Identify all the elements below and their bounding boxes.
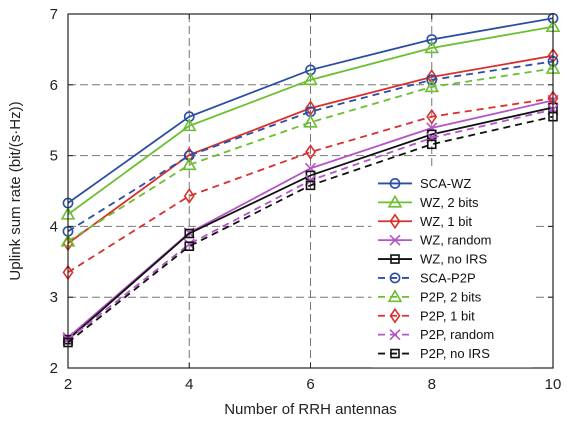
data-point bbox=[305, 180, 316, 191]
y-tick-label: 6 bbox=[50, 77, 58, 94]
data-point bbox=[424, 79, 440, 93]
x-tick-label: 8 bbox=[428, 376, 436, 393]
legend-label: P2P, random bbox=[420, 327, 494, 342]
legend-marker bbox=[389, 178, 401, 189]
legend-label: P2P, 2 bits bbox=[420, 289, 482, 304]
x-tick-label: 4 bbox=[185, 376, 193, 393]
data-point bbox=[181, 118, 197, 132]
legend-marker bbox=[387, 289, 403, 303]
x-axis-label: Number of RRH antennas bbox=[224, 401, 397, 418]
series-line bbox=[67, 60, 554, 233]
y-tick-label: 7 bbox=[50, 6, 58, 23]
data-point bbox=[426, 69, 438, 85]
legend-label: P2P, 1 bit bbox=[420, 308, 475, 323]
plot-series bbox=[60, 12, 561, 348]
legend-marker bbox=[389, 213, 401, 230]
legend-entry: P2P, random bbox=[378, 327, 494, 342]
legend-label: WZ, 2 bits bbox=[420, 195, 479, 210]
legend-entry: SCA-P2P bbox=[378, 270, 476, 285]
axis-ticks: 2 4 6 8 10 2 3 4 5 6 7 bbox=[50, 6, 562, 393]
legend-marker bbox=[389, 234, 401, 246]
data-point bbox=[426, 74, 438, 86]
legend-label: SCA-P2P bbox=[420, 270, 476, 285]
legend-entry: SCA-WZ bbox=[378, 176, 471, 191]
series-line bbox=[67, 17, 554, 204]
data-point bbox=[305, 100, 316, 117]
legend-marker bbox=[390, 254, 400, 264]
data-point bbox=[426, 139, 437, 150]
x-tick-label: 10 bbox=[545, 376, 562, 393]
data-point bbox=[303, 72, 318, 86]
series-7 bbox=[62, 90, 559, 281]
series-line bbox=[67, 106, 554, 341]
legend-entry: P2P, 1 bit bbox=[378, 307, 475, 324]
series-line bbox=[67, 25, 554, 216]
legend-entry: WZ, random bbox=[378, 233, 492, 248]
y-tick-label: 2 bbox=[50, 360, 58, 377]
legend-entry: WZ, 2 bits bbox=[378, 194, 479, 210]
data-point bbox=[183, 188, 195, 204]
legend-marker bbox=[389, 272, 401, 284]
legend-label: WZ, no IRS bbox=[420, 252, 488, 267]
series-line bbox=[67, 115, 554, 344]
data-point bbox=[181, 157, 197, 171]
data-point bbox=[184, 228, 195, 239]
legend-marker bbox=[389, 329, 401, 341]
legend-marker bbox=[387, 194, 403, 208]
data-point bbox=[184, 241, 195, 252]
series-line bbox=[67, 54, 554, 245]
legend: SCA-WZ WZ, 2 bits WZ, 1 bit WZ, random WZ, n… bbox=[371, 169, 533, 368]
y-tick-label: 5 bbox=[50, 148, 58, 165]
legend-marker bbox=[390, 348, 400, 359]
y-tick-label: 3 bbox=[50, 289, 58, 306]
legend-label: P2P, no IRS bbox=[420, 346, 490, 361]
data-point bbox=[303, 114, 318, 128]
x-tick-label: 2 bbox=[64, 376, 72, 393]
legend-label: WZ, 1 bit bbox=[420, 214, 472, 229]
y-axis-label: Uplink sum rate (bit/(s·Hz)) bbox=[7, 101, 24, 280]
legend-entry: P2P, no IRS bbox=[378, 346, 490, 361]
legend-entry: WZ, no IRS bbox=[378, 252, 488, 267]
data-point bbox=[305, 144, 316, 160]
legend-label: SCA-WZ bbox=[420, 176, 471, 191]
y-tick-label: 4 bbox=[50, 218, 58, 235]
x-tick-label: 6 bbox=[306, 376, 314, 393]
legend-entry: P2P, 2 bits bbox=[378, 289, 482, 304]
series-1 bbox=[60, 19, 561, 220]
data-point bbox=[426, 108, 438, 125]
data-point bbox=[426, 34, 438, 45]
legend-entry: WZ, 1 bit bbox=[378, 213, 472, 230]
legend-label: WZ, random bbox=[420, 233, 492, 248]
legend-marker bbox=[389, 307, 401, 324]
data-point bbox=[424, 40, 440, 54]
